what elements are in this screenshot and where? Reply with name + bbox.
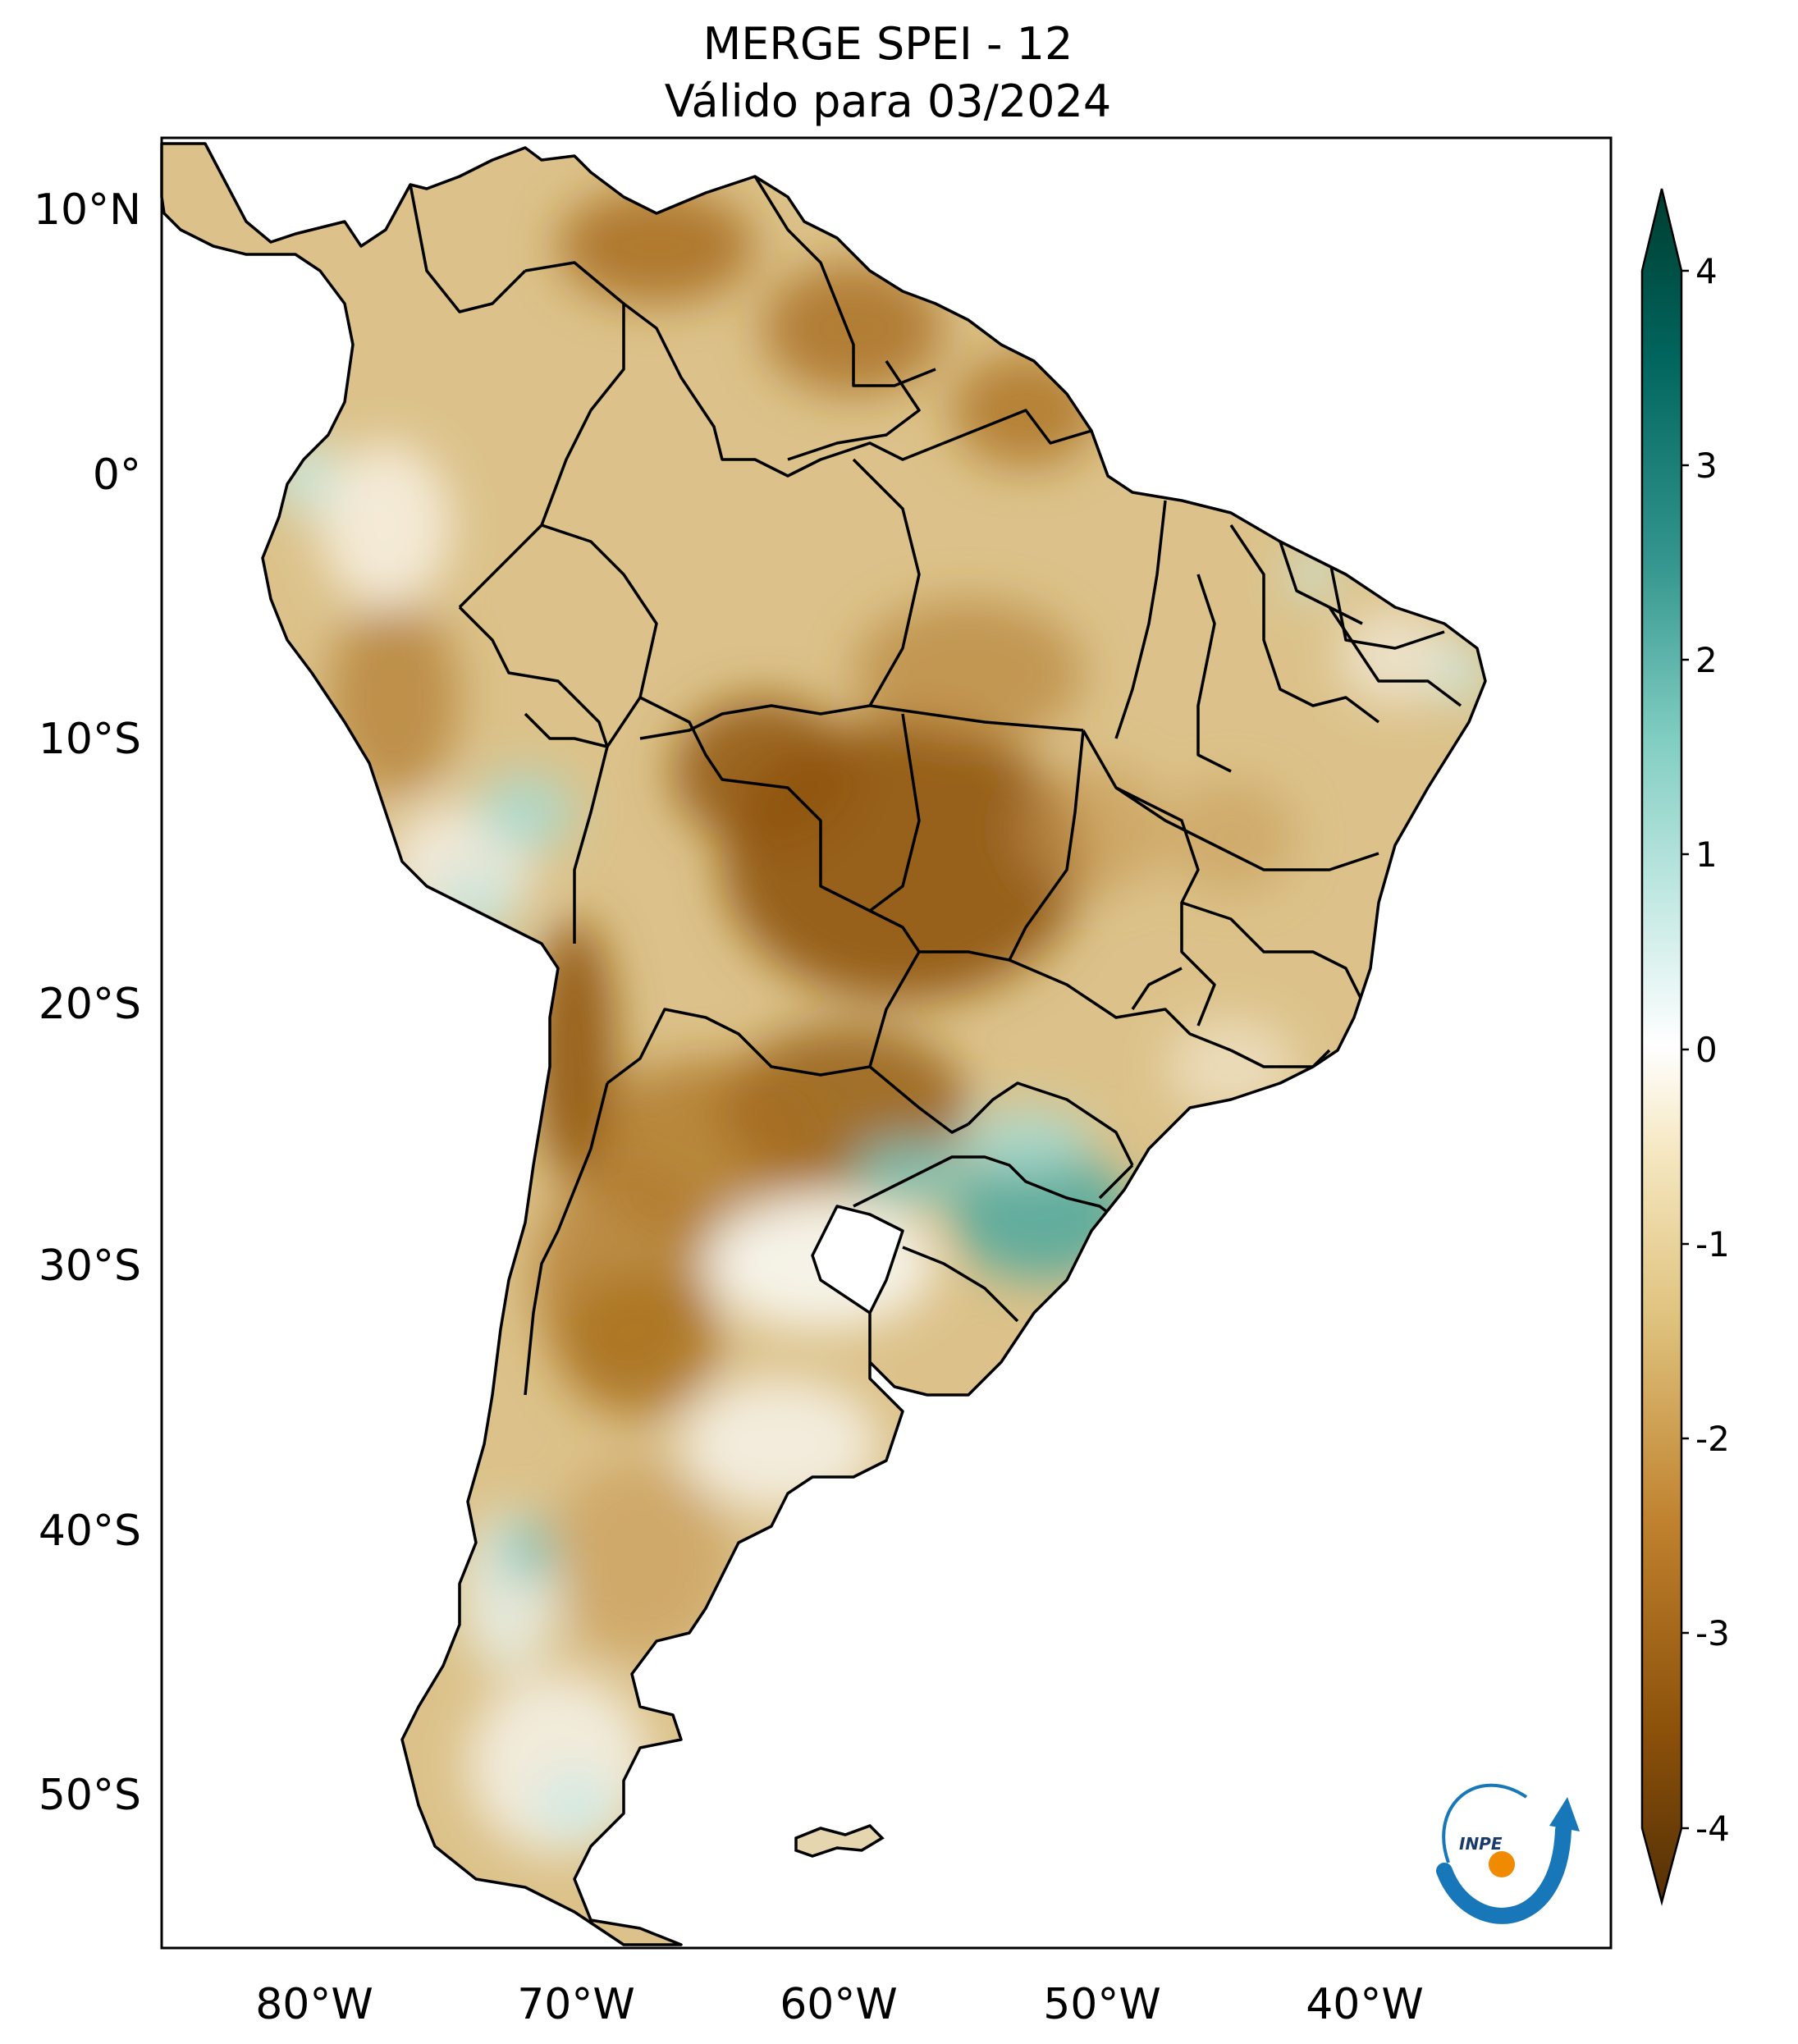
inpe-logo-dot	[1489, 1851, 1515, 1877]
lat-label-10n: 10°N	[34, 185, 141, 235]
falkland-islands	[794, 1823, 885, 1858]
inpe-logo: INPE	[1436, 1783, 1580, 1924]
colorbar: 4 3 2 1 0 -1 -2 -3 -4	[1640, 188, 1730, 1906]
inpe-logo-text: INPE	[1459, 1834, 1503, 1854]
latitude-axis: 10°N 0° 10°S 20°S 30°S 40°S 50°S	[34, 185, 141, 1820]
colorbar-tick-4: 4	[1695, 251, 1718, 291]
colorbar-tick-neg3: -3	[1695, 1613, 1730, 1653]
colorbar-tick-neg1: -1	[1695, 1224, 1730, 1264]
lon-label-40w: 40°W	[1306, 1980, 1424, 2029]
lon-label-60w: 60°W	[780, 1980, 898, 2029]
political-borders	[409, 176, 1462, 1396]
lon-label-80w: 80°W	[255, 1980, 373, 2029]
lat-label-20s: 20°S	[39, 980, 141, 1029]
colorbar-tick-neg2: -2	[1695, 1419, 1730, 1459]
longitude-axis: 80°W 70°W 60°W 50°W 40°W	[255, 1980, 1424, 2029]
lat-label-30s: 30°S	[39, 1241, 141, 1291]
lon-label-50w: 50°W	[1043, 1980, 1161, 2029]
title-line-2: Válido para 03/2024	[665, 75, 1111, 127]
colorbar-tick-2: 2	[1695, 640, 1718, 680]
title-line-1: MERGE SPEI - 12	[703, 18, 1073, 70]
lat-label-50s: 50°S	[39, 1771, 141, 1820]
map-frame	[160, 136, 1613, 1950]
colorbar-body	[1640, 188, 1683, 1906]
lon-label-70w: 70°W	[517, 1980, 635, 2029]
lat-label-0: 0°	[93, 450, 141, 500]
colorbar-tick-3: 3	[1695, 446, 1718, 486]
colorbar-tick-neg4: -4	[1695, 1809, 1730, 1849]
lat-label-40s: 40°S	[39, 1507, 141, 1556]
colorbar-tick-1: 1	[1695, 835, 1718, 875]
lat-label-10s: 10°S	[39, 715, 141, 764]
colorbar-tick-0: 0	[1695, 1030, 1718, 1070]
